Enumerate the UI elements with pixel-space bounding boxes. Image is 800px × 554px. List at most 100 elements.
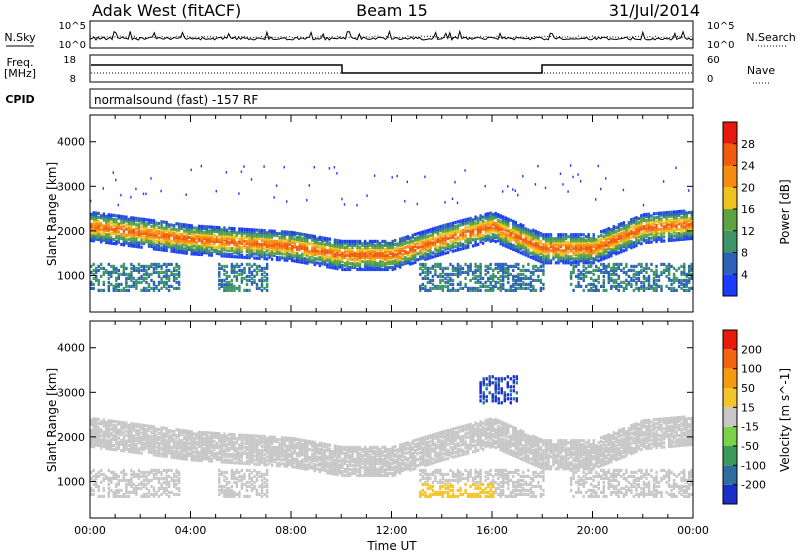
power-cell — [471, 238, 475, 242]
velocity-cell — [92, 474, 95, 478]
power-cell — [579, 270, 583, 274]
power-cell — [172, 245, 176, 250]
power-cell — [642, 284, 646, 288]
power-cell — [316, 245, 319, 249]
power-cell — [517, 266, 520, 270]
power-cell — [260, 288, 264, 292]
power-cell — [100, 216, 103, 220]
power-cell — [479, 266, 482, 270]
power-cell — [353, 239, 357, 243]
velocity-cell — [145, 446, 148, 450]
power-cell — [152, 219, 156, 223]
power-cell — [451, 229, 455, 233]
power-cell — [517, 224, 520, 228]
power-cell — [208, 231, 211, 235]
power-cell — [175, 228, 178, 232]
power-cell — [373, 257, 377, 261]
velocity-cell — [190, 448, 193, 452]
power-cell — [193, 230, 196, 234]
velocity-cell — [177, 430, 181, 434]
power-cell — [376, 261, 379, 266]
power-cell — [479, 288, 482, 292]
power-cell — [132, 234, 136, 238]
power-cell — [642, 288, 646, 292]
power-cell — [517, 244, 520, 248]
power-cell — [454, 244, 457, 249]
power-cell — [389, 261, 392, 266]
velocity-cell — [112, 492, 115, 496]
power-cell — [517, 286, 520, 290]
power-cell — [368, 243, 372, 247]
power-cell — [240, 229, 244, 233]
power-cell — [519, 223, 522, 227]
velocity-cell — [142, 425, 146, 430]
power-cell — [690, 222, 693, 227]
velocity-cell — [185, 439, 188, 443]
velocity-cell — [142, 443, 146, 448]
power-cell — [456, 220, 460, 224]
velocity-cell — [112, 437, 115, 442]
power-cell — [233, 268, 236, 272]
power-cell — [296, 239, 299, 243]
velocity-cell — [150, 424, 153, 428]
power-cell — [218, 274, 221, 278]
power-cell — [110, 237, 113, 241]
power-cell — [160, 224, 163, 228]
power-cell — [640, 214, 643, 218]
power-cell — [368, 253, 372, 257]
power-cell — [665, 215, 668, 219]
power-cell — [105, 214, 108, 218]
power-cell — [547, 257, 550, 261]
power-cell — [333, 244, 337, 248]
power-cell — [218, 282, 221, 286]
power-cell — [384, 253, 387, 257]
power-cell — [95, 221, 98, 225]
power-cell — [328, 263, 332, 267]
power-cell — [610, 248, 613, 252]
power-cell — [494, 282, 497, 286]
power-cell — [311, 246, 314, 250]
power-cell — [399, 261, 402, 265]
power-cell — [404, 245, 407, 250]
velocity-cell — [190, 454, 193, 458]
power-cell — [238, 227, 241, 231]
power-cell — [183, 243, 186, 247]
velocity-cell — [125, 421, 128, 425]
power-cell — [115, 214, 118, 218]
power-cell — [688, 237, 691, 241]
power-cell — [331, 262, 334, 266]
velocity-cell — [140, 470, 143, 474]
velocity-cell — [205, 445, 208, 449]
velocity-cell — [102, 424, 105, 428]
power-cell — [396, 254, 399, 258]
power-cell — [622, 231, 626, 235]
power-cell — [371, 251, 374, 255]
power-cell — [175, 262, 178, 266]
power-cell — [509, 244, 512, 248]
velocity-cell — [127, 429, 131, 434]
power-cell — [627, 223, 631, 227]
power-cell — [672, 220, 676, 224]
power-cell — [592, 241, 595, 245]
power-cell — [431, 278, 435, 282]
power-cell — [97, 219, 100, 224]
velocity-cell — [115, 420, 118, 424]
power-cell — [554, 251, 558, 255]
power-cell — [175, 234, 178, 238]
power-cell — [363, 253, 367, 257]
velocity-cell — [115, 474, 118, 478]
power-cell — [464, 240, 467, 244]
power-cell — [384, 257, 387, 261]
power-cell — [147, 220, 151, 224]
velocity-cell — [150, 470, 153, 474]
power-cell — [253, 262, 256, 266]
power-cell — [431, 274, 435, 278]
power-cell — [632, 221, 636, 225]
power-cell — [557, 237, 560, 241]
power-cell — [228, 274, 231, 278]
power-cell — [499, 288, 502, 292]
power-cell — [351, 263, 354, 268]
power-cell — [167, 241, 171, 245]
power-cell — [600, 270, 603, 274]
power-cell — [333, 248, 337, 252]
